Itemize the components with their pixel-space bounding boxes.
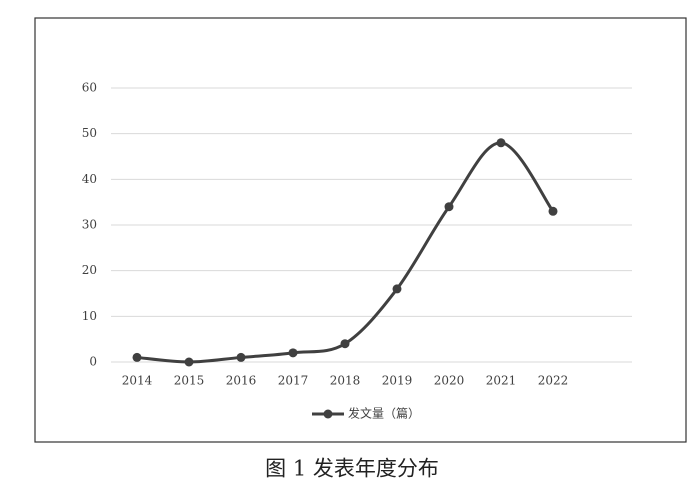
y-tick-label: 10 [82,309,97,323]
x-tick-label: 2017 [278,374,309,388]
y-tick-label: 30 [82,218,97,232]
x-tick-label: 2022 [538,374,569,388]
y-tick-label: 20 [82,263,97,277]
legend-label: 发文量（篇） [348,406,420,421]
data-point [392,284,402,294]
legend-marker [323,409,333,419]
x-tick-label: 2018 [330,374,361,388]
x-tick-label: 2020 [434,374,465,388]
data-point [236,352,246,362]
data-point [444,202,454,212]
x-tick-label: 2021 [486,374,517,388]
data-point [184,357,194,367]
x-tick-label: 2019 [382,374,413,388]
data-point [288,348,298,358]
x-tick-label: 2016 [226,374,257,388]
chart-frame [34,17,687,443]
data-point [132,352,142,362]
chart-title: 图 1 发表年度分布 [265,457,439,481]
y-tick-label: 60 [82,81,97,95]
y-tick-label: 50 [82,126,97,140]
x-tick-label: 2014 [122,374,153,388]
x-tick-label: 2015 [174,374,205,388]
data-point [548,206,558,216]
data-point [496,138,506,148]
data-line [136,141,555,364]
y-tick-label: 0 [89,355,97,369]
y-tick-label: 40 [82,172,97,186]
data-point [340,339,350,349]
